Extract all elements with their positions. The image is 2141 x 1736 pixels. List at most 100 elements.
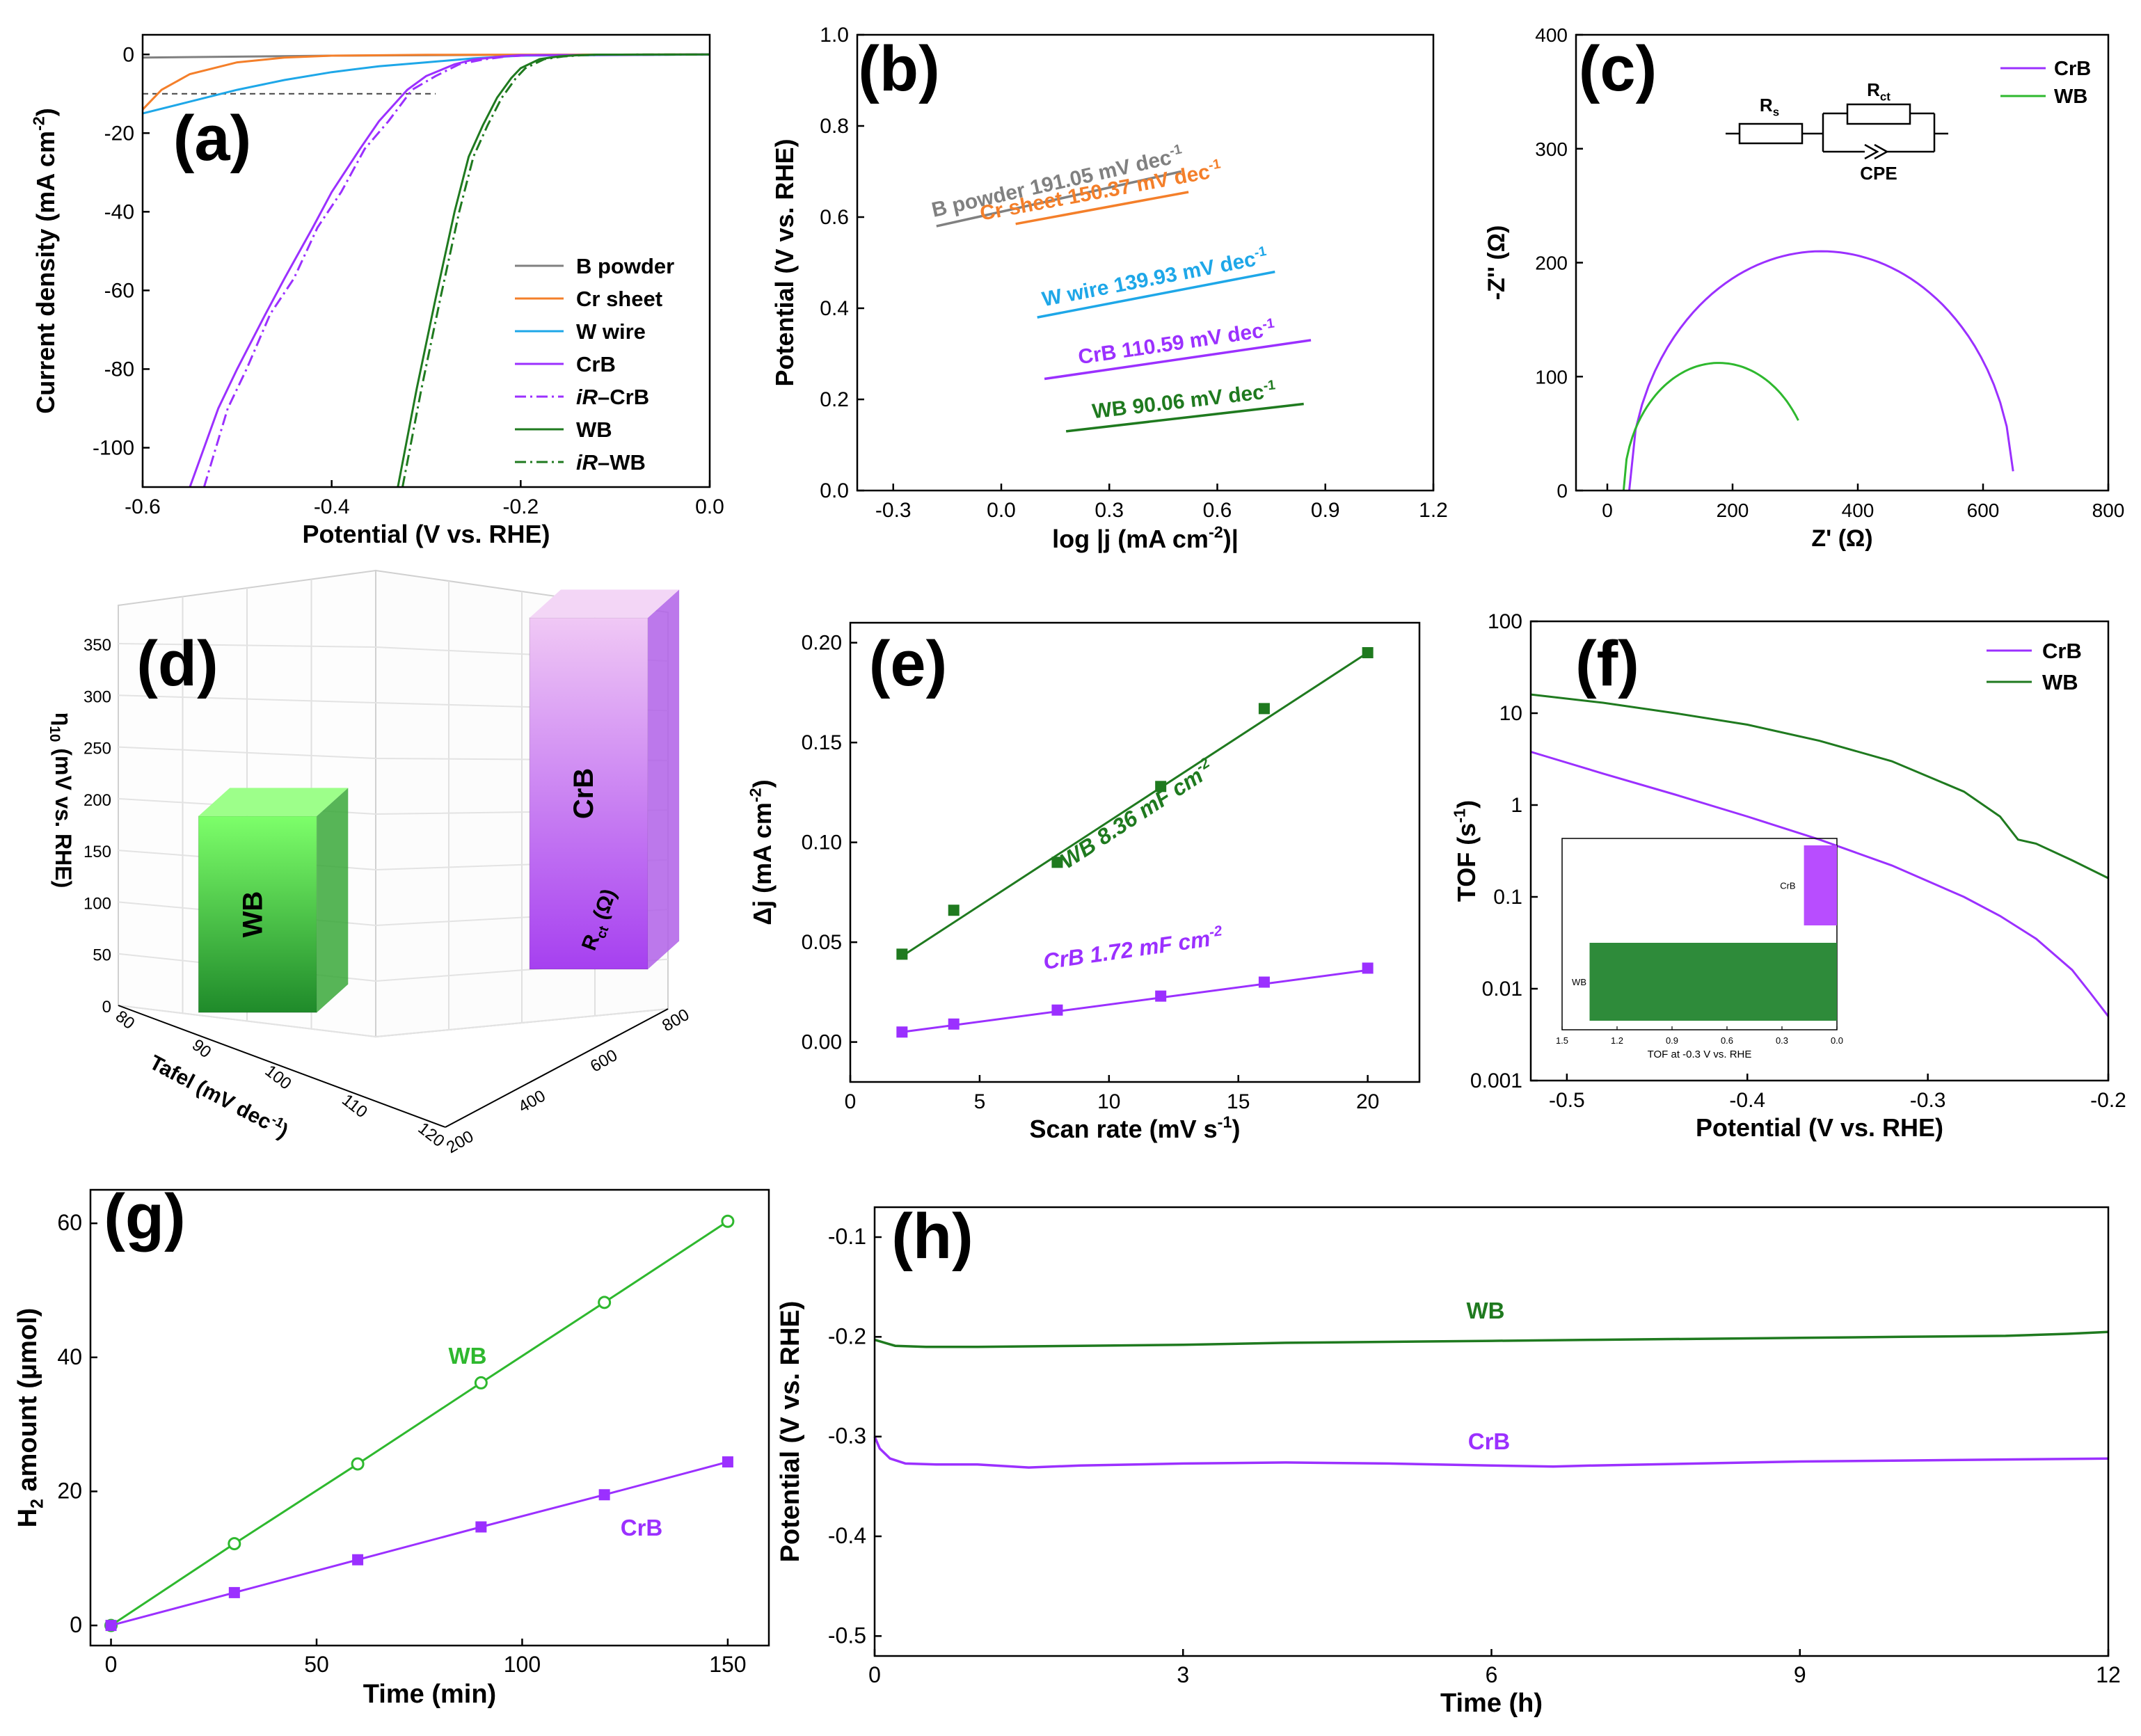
x-axis-title: Potential (V vs. RHE) (302, 520, 550, 548)
plot-frame (856, 33, 1435, 492)
x-tick-label: -0.3 (875, 499, 912, 522)
x-tick-label: 50 (304, 1652, 329, 1677)
legend-label: iR–CrB (576, 385, 649, 409)
y-tick-label: 60 (57, 1210, 82, 1235)
inset-tick-label: 0.9 (1666, 1035, 1678, 1046)
text-span: -2 (1208, 923, 1223, 940)
y-axis-title: Potential (V vs. RHE) (770, 138, 799, 386)
x-tick-label: 0 (1602, 500, 1613, 521)
inset-bar-label: CrB (1780, 881, 1795, 891)
x-tick-label: 400 (1842, 500, 1875, 521)
legend-label: WB (2054, 86, 2087, 108)
text-span: R (1867, 79, 1880, 100)
text-span: ) (1452, 800, 1481, 809)
x-tick-label: 200 (1717, 500, 1749, 521)
x-tick-label: 1.2 (1419, 499, 1448, 522)
series-label-wb: WB (1467, 1298, 1505, 1323)
text-span: -1 (1262, 377, 1276, 394)
panel-label: (f) (1575, 628, 1639, 699)
x-tick-label: 100 (504, 1652, 541, 1677)
h2-line-wb (110, 1220, 729, 1627)
y-tick-label: 0 (1557, 480, 1568, 502)
data-point-wb (1051, 857, 1063, 868)
panel-label: (a) (173, 103, 251, 174)
x-tick-label: 600 (1967, 500, 2000, 521)
panel-label: (g) (104, 1181, 185, 1252)
z-tick-label: 0 (102, 998, 111, 1017)
data-point-wb (474, 1376, 488, 1389)
text-span: 10 (47, 726, 63, 742)
data-point-wb (1362, 647, 1374, 659)
y-tick-label: 0.001 (1470, 1069, 1522, 1092)
plot-frame (1529, 620, 2110, 1082)
z-tick-label: 350 (83, 636, 111, 655)
inset-tick-label: 1.2 (1611, 1035, 1623, 1046)
data-point-crb (1155, 990, 1167, 1002)
circuit-label-cpe: CPE (1860, 163, 1897, 184)
x-axis-title: Time (h) (1440, 1689, 1543, 1718)
text-span: (mV vs. RHE) (51, 742, 76, 888)
text-span: Scan rate (mV s (1030, 1115, 1218, 1143)
text-span: )| (1223, 525, 1239, 554)
y-tick-label: 200 (1535, 253, 1568, 274)
y-tick-label: -0.4 (828, 1523, 866, 1548)
data-point-crb (1258, 976, 1270, 988)
tafel-line-wwire (1037, 270, 1275, 319)
y-tick-label: 0.0 (820, 479, 849, 502)
inset-x-axis-title: TOF at -0.3 V vs. RHE (1648, 1049, 1752, 1060)
circuit-label-rs: Rs (1760, 95, 1779, 119)
text-span: H (13, 1508, 42, 1527)
y-tick-label: 0.05 (802, 931, 842, 954)
text-span: amount (μmol) (13, 1308, 42, 1499)
panel-label: (d) (136, 628, 218, 699)
x-tick-label: 20 (1356, 1090, 1379, 1113)
x-tick-label: -0.6 (125, 495, 161, 518)
z-tick-label: 100 (83, 894, 111, 913)
tafel-line-crb (1044, 339, 1312, 381)
y-tick-label: 0.8 (820, 115, 849, 138)
text-span: R (1760, 95, 1773, 116)
x-axis-title: Time (min) (363, 1680, 496, 1709)
data-point-crb (352, 1554, 364, 1566)
text-span: -2 (747, 788, 765, 802)
legend-label: WB (2042, 670, 2078, 694)
x-tick-label: 0.9 (1311, 499, 1340, 522)
z-tick-label: 200 (83, 791, 111, 810)
x-tick-label: 0 (105, 1652, 118, 1677)
legend-label: CrB (576, 352, 616, 376)
x-tick-label: 150 (709, 1652, 746, 1677)
nyquist-arc-crb (1628, 250, 2014, 491)
z-axis-title: η10 (mV vs. RHE) (47, 712, 76, 889)
series-line-irwb (401, 53, 710, 487)
text-span: Δj (mA cm (748, 802, 777, 925)
tof-line-wb (1530, 693, 2109, 879)
inset-bar-crb (1804, 845, 1837, 925)
y-axis-title: -Z'' (Ω) (1483, 225, 1510, 301)
text-span: iR (576, 450, 598, 475)
x-tick-label: 0.3 (1095, 499, 1124, 522)
x-tick-label: 0.0 (695, 495, 724, 518)
y-tick-label: 0 (122, 43, 134, 66)
x-tick-label: 12 (2096, 1662, 2121, 1687)
y-tick-label: -0.1 (828, 1224, 866, 1249)
y-tick-label: 0.10 (802, 831, 842, 854)
legend-label: B powder (576, 254, 674, 278)
data-point-wb (228, 1537, 241, 1551)
y-tick-label: 0.00 (802, 1031, 842, 1054)
x-tick-label: -0.3 (1910, 1089, 1946, 1112)
h2-line-crb (111, 1460, 729, 1627)
x-tick-label: 0.6 (1203, 499, 1232, 522)
series-line-ircrb (202, 53, 710, 487)
text-span: η (51, 712, 76, 726)
data-point-crb (896, 1026, 908, 1038)
bar-side-wb (317, 788, 349, 1013)
y-tick-label: 0.01 (1482, 978, 1522, 1001)
inset-bar-wb (1589, 943, 1837, 1021)
z-tick-label: 300 (83, 687, 111, 706)
inset-tick-label: 0.3 (1776, 1035, 1788, 1046)
data-point-crb (722, 1456, 733, 1468)
x-tick-label: 5 (974, 1090, 986, 1113)
series-line-crsheet (143, 53, 710, 111)
x-tick-label: -0.4 (1729, 1089, 1765, 1112)
